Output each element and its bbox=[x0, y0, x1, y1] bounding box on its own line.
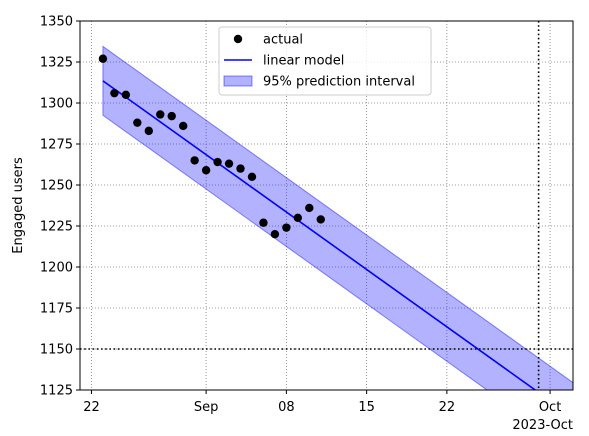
y-tick-label: 1125 bbox=[40, 384, 73, 399]
x-tick-label: 22 bbox=[439, 400, 456, 415]
actual-data-point bbox=[178, 121, 188, 131]
actual-data-point bbox=[224, 159, 234, 168]
actual-data-point bbox=[259, 218, 268, 227]
prediction-interval-band bbox=[102, 45, 573, 390]
actual-data-point bbox=[270, 230, 280, 239]
x-tick-label: Oct bbox=[539, 400, 561, 415]
actual-data-point bbox=[144, 126, 153, 136]
legend-marker-actual bbox=[233, 34, 243, 44]
x-tick-label: 22 bbox=[83, 400, 100, 415]
actual-data-point bbox=[201, 166, 211, 175]
legend-box bbox=[218, 26, 432, 96]
y-tick-label: 1225 bbox=[40, 220, 73, 235]
actual-data-point bbox=[247, 172, 257, 181]
actual-data-point bbox=[190, 156, 199, 165]
legend: actual linear model 95% prediction interva… bbox=[218, 26, 432, 96]
actual-data-point bbox=[110, 88, 119, 98]
y-tick-label: 1325 bbox=[40, 56, 73, 71]
actual-data-point bbox=[213, 157, 222, 167]
actual-data-point bbox=[282, 223, 291, 232]
x-tick-label: 08 bbox=[278, 400, 295, 415]
y-tick-label: 1275 bbox=[40, 138, 73, 153]
legend-label: 95% prediction interval bbox=[263, 75, 415, 90]
plot-area bbox=[80, 21, 573, 390]
plot-frame bbox=[79, 20, 574, 391]
actual-data-point bbox=[167, 111, 176, 121]
x-tick-label: 15 bbox=[358, 400, 375, 415]
actual-data-point bbox=[98, 54, 108, 63]
y-tick-label: 1150 bbox=[40, 343, 73, 358]
y-tick-label: 1175 bbox=[40, 302, 73, 317]
actual-data-point bbox=[121, 90, 131, 100]
actual-data-point bbox=[305, 203, 314, 213]
y-tick-label: 1200 bbox=[40, 261, 73, 276]
y-tick-label: 1250 bbox=[40, 179, 73, 194]
actual-data-point bbox=[133, 118, 142, 127]
legend-marker-prediction-interval bbox=[223, 75, 253, 87]
x-axis-offset-label: 2023-Oct bbox=[512, 418, 573, 433]
y-tick-label: 1350 bbox=[40, 15, 73, 30]
legend-label: actual bbox=[263, 33, 303, 48]
actual-data-point bbox=[236, 164, 245, 173]
y-axis-label: Engaged users bbox=[11, 157, 26, 254]
y-tick-label: 1300 bbox=[40, 97, 73, 112]
actual-data-point bbox=[293, 213, 303, 222]
axes: 1125 1150 1175 1200 1225 1250 1275 1300 1325 1350… bbox=[40, 15, 561, 416]
legend-label: linear model bbox=[263, 54, 344, 69]
linear-model-line bbox=[102, 80, 537, 390]
actual-data-point bbox=[316, 215, 325, 224]
x-tick-label: Sep bbox=[194, 400, 219, 415]
actual-data-point bbox=[156, 110, 165, 119]
